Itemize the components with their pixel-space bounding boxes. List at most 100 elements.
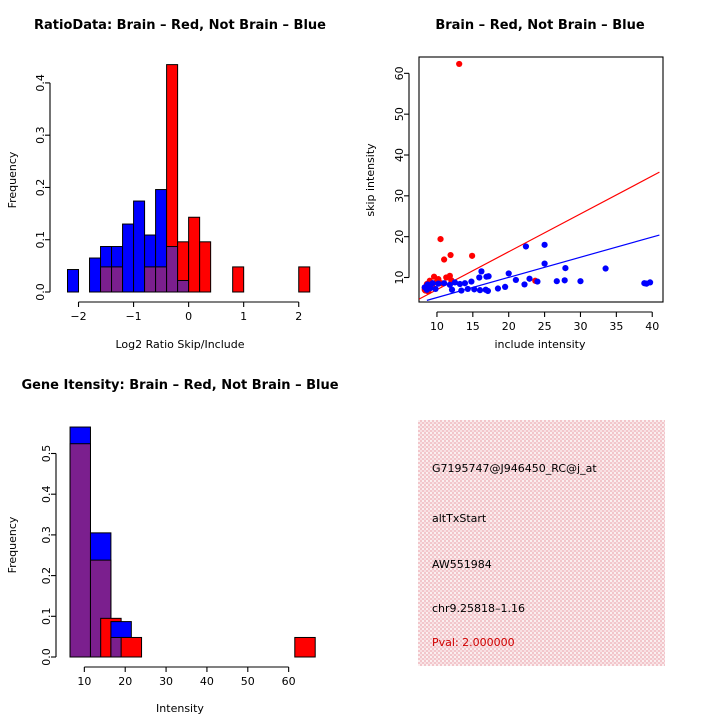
ratio-histogram-bars xyxy=(67,64,311,293)
scatter-point xyxy=(461,280,469,287)
scatter-fit-line xyxy=(419,171,660,300)
ratio-histogram-ytick-label: 0.1 xyxy=(34,231,47,249)
ratio-histogram-xlabel: Log2 Ratio Skip/Include xyxy=(115,338,244,351)
scatter-point xyxy=(505,270,512,277)
scatter-point xyxy=(437,236,444,243)
scatter-point xyxy=(502,283,509,290)
scatter-xlabel: include intensity xyxy=(494,338,586,351)
panel-intensity-scatter: Brain – Red, Not Brain – Blue 10 15 20 25 30… xyxy=(360,0,720,360)
pval-text: Pval: 2.000000 xyxy=(432,636,515,649)
ratio-histogram-bar xyxy=(67,269,80,293)
scatter-point xyxy=(447,251,454,259)
ratio-histogram-bar xyxy=(133,200,146,293)
ratio-histogram-ytick-label: 0.2 xyxy=(34,179,47,197)
ratio-histogram-ylabel: Frequency xyxy=(6,151,19,208)
scatter-xtick-label: 25 xyxy=(538,320,552,333)
scatter-point xyxy=(471,286,478,293)
scatter-point xyxy=(526,275,533,282)
scatter-point xyxy=(485,273,492,280)
scatter-point xyxy=(494,285,502,292)
ratio-histogram-overlap-bar xyxy=(155,266,168,293)
scatter-point xyxy=(561,277,568,284)
ratio-histogram-xtick-label: 0 xyxy=(185,310,192,323)
scatter-plot-frame xyxy=(418,56,664,303)
scatter-point xyxy=(456,60,463,68)
ratio-histogram-xtick-label: −2 xyxy=(70,310,86,323)
scatter-point xyxy=(602,265,609,272)
scatter-point xyxy=(441,280,448,287)
scatter-ytick-label: 30 xyxy=(393,189,406,203)
ratio-histogram-ytick-label: 0.0 xyxy=(34,283,47,301)
ratio-histogram-bar xyxy=(199,241,212,293)
ratio-histogram-bar xyxy=(188,216,201,293)
ratio-histogram-overlap-bar xyxy=(177,280,190,293)
gene-histogram-ytick-label: 0.0 xyxy=(40,648,53,666)
scatter-ytick-label: 10 xyxy=(393,271,406,285)
scatter-point xyxy=(521,281,528,288)
scatter-point xyxy=(534,278,541,285)
gene-histogram-ylabel: Frequency xyxy=(6,516,19,573)
scatter-point xyxy=(522,243,530,250)
ratio-histogram-ytick-label: 0.4 xyxy=(34,74,47,92)
gene-histogram-plot: 10 20 30 40 50 60 0.0 0.1 0.2 0.3 0.4 0.5 Intensity… xyxy=(6,426,316,715)
scatter-plot: 10 15 20 25 30 35 40 10 20 30 40 50 60 include inten… xyxy=(364,56,664,351)
scatter-point xyxy=(429,280,436,287)
gene-histogram-bar xyxy=(294,636,316,658)
ratio-histogram-axes: −2 −1 0 1 2 0.0 0.1 0.2 0.3 0.4 xyxy=(34,74,302,323)
gene-histogram-xtick-label: 30 xyxy=(159,675,173,688)
scatter-xtick-label: 40 xyxy=(645,320,659,333)
locus-text: chr9.25818–1.16 xyxy=(432,602,526,615)
scatter-ytick-label: 60 xyxy=(393,66,406,80)
ratio-histogram-overlap-bar xyxy=(100,266,113,293)
scatter-point xyxy=(478,268,485,275)
ratio-histogram-bar xyxy=(232,266,245,293)
gene-histogram-ytick-label: 0.4 xyxy=(40,485,53,503)
scatter-point xyxy=(643,280,650,287)
ratio-histogram-bar xyxy=(89,257,102,293)
scatter-point xyxy=(451,279,458,286)
ratio-histogram-ytick-label: 0.3 xyxy=(34,126,47,144)
scatter-point xyxy=(427,285,434,292)
accession-text: AW551984 xyxy=(432,558,492,571)
scatter-point xyxy=(469,252,476,259)
panel-ratio-histogram: RatioData: Brain – Red, Not Brain – Blue… xyxy=(0,0,360,360)
scatter-point xyxy=(464,285,471,293)
scatter-point xyxy=(448,286,456,293)
scatter-axes: 10 15 20 25 30 35 40 10 20 30 40 50 60 xyxy=(393,66,659,333)
gene-histogram-xlabel: Intensity xyxy=(156,702,204,715)
ratio-histogram-xtick-label: 2 xyxy=(295,310,302,323)
panel-probe-info: G7195747@J946450_RC@j_at altTxStart AW55… xyxy=(360,360,720,720)
scatter-point xyxy=(553,278,560,285)
gene-histogram-xtick-label: 10 xyxy=(77,675,91,688)
gene-histogram-ytick-label: 0.1 xyxy=(40,608,53,626)
scatter-point xyxy=(458,287,465,294)
ratio-histogram-xtick-label: 1 xyxy=(240,310,247,323)
scatter-point xyxy=(562,265,569,272)
scatter-ytick-label: 20 xyxy=(393,230,406,244)
probe-id-text: G7195747@J946450_RC@j_at xyxy=(432,462,597,475)
gene-histogram-xtick-label: 60 xyxy=(282,675,296,688)
gene-histogram-xtick-label: 40 xyxy=(200,675,214,688)
gene-histogram-bar xyxy=(120,636,143,658)
scatter-xtick-label: 15 xyxy=(466,320,480,333)
gene-histogram-ytick-label: 0.3 xyxy=(40,526,53,544)
scatter-data-points xyxy=(421,60,654,295)
scatter-point xyxy=(468,278,475,285)
ratio-histogram-overlap-bar xyxy=(166,246,179,293)
gene-histogram-xtick-label: 20 xyxy=(118,675,132,688)
scatter-point xyxy=(512,276,519,284)
gene-histogram-ytick-label: 0.2 xyxy=(40,567,53,585)
scatter-point xyxy=(456,280,464,288)
scatter-point xyxy=(476,287,484,294)
event-type-text: altTxStart xyxy=(432,512,487,525)
ratio-histogram-overlap-bar xyxy=(144,266,157,293)
scatter-plot-box xyxy=(418,56,664,303)
panel-gene-histogram: Gene Itensity: Brain – Red, Not Brain – … xyxy=(0,360,360,720)
gene-histogram-title: Gene Itensity: Brain – Red, Not Brain – … xyxy=(21,378,339,393)
ratio-histogram-bar xyxy=(122,223,135,293)
gene-histogram-bars xyxy=(69,426,316,658)
gene-histogram-xtick-label: 50 xyxy=(241,675,255,688)
scatter-point xyxy=(541,241,548,248)
scatter-point xyxy=(441,256,448,263)
